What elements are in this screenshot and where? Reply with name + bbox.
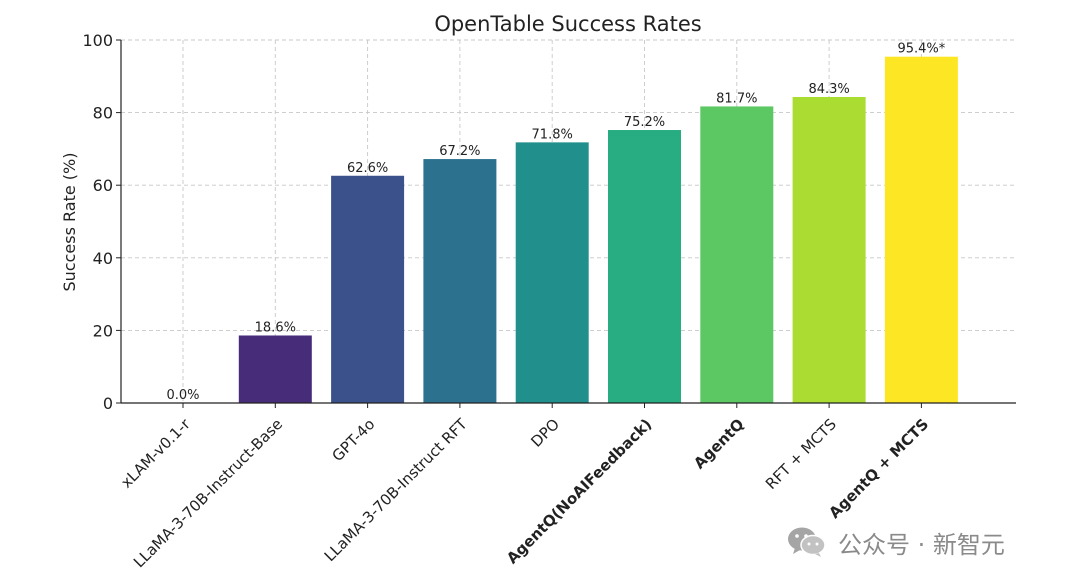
y-tick-label: 80 [93, 104, 113, 123]
watermark: 公众号 · 新智元 [786, 524, 1005, 560]
y-tick-label: 20 [93, 321, 113, 340]
bar [423, 159, 497, 403]
bars [238, 56, 958, 404]
x-tick-label: xLAM-v0.1-r [117, 415, 194, 492]
y-tick-label: 40 [93, 249, 113, 268]
chart-title: OpenTable Success Rates [434, 12, 701, 36]
value-label: 18.6% [255, 320, 296, 335]
value-label: 0.0% [166, 388, 199, 403]
bar [792, 96, 866, 403]
x-tick-label: DPO [527, 415, 563, 451]
bar [515, 142, 589, 403]
watermark-text: 公众号 · 新智元 [838, 530, 1005, 559]
x-tick-label: AgentQ [690, 415, 747, 472]
bar [238, 335, 312, 403]
bar [608, 130, 681, 404]
value-label: 62.6% [347, 161, 388, 176]
value-labels: 0.0% 18.6% 62.6% 67.2% 71.8% 75.2% 81.7% 84.3% 9… [166, 42, 945, 403]
wechat-icon [788, 527, 826, 557]
value-label: 71.8% [532, 127, 573, 142]
bar [700, 106, 774, 403]
x-tick-label: RFT + MCTS [762, 415, 840, 493]
axes [120, 40, 1016, 404]
y-tick-label: 60 [93, 176, 113, 195]
y-tick-label: 100 [82, 31, 113, 50]
x-tick-label: LLaMA-3-70B-Instruct-Base [130, 415, 286, 571]
y-axis-title: Success Rate (%) [60, 153, 79, 292]
x-tick-label: GPT-4o [329, 415, 379, 465]
x-tick-label: AgentQ + MCTS [825, 415, 932, 522]
value-label: 95.4%* [897, 42, 945, 57]
bar [331, 175, 405, 403]
x-tick-label: AgentQ(NoAIFeedback) [503, 415, 655, 567]
y-ticks: 0 20 40 60 80 100 [82, 31, 121, 413]
value-label: 75.2% [624, 115, 665, 130]
value-label: 84.3% [808, 82, 849, 97]
value-label: 67.2% [439, 144, 480, 159]
value-label: 81.7% [716, 91, 757, 106]
y-tick-label: 0 [103, 394, 113, 413]
bar [884, 56, 958, 403]
